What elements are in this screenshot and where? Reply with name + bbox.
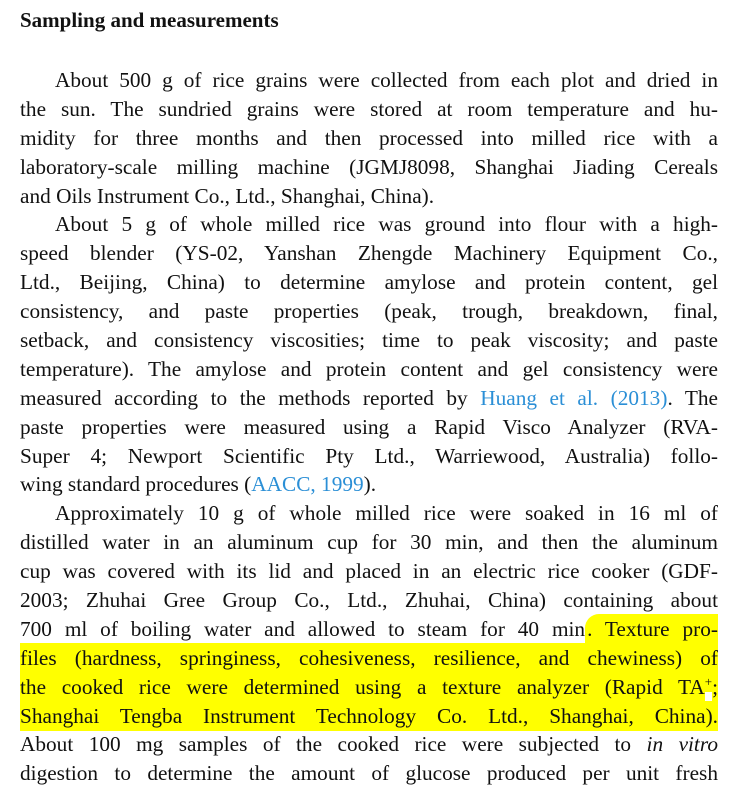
text-span: paste properties were measured using a R… <box>20 414 718 439</box>
section-heading: Sampling and measurements <box>20 8 279 32</box>
highlighted-text: + <box>704 670 713 692</box>
text-span: consistency, and paste properties (peak,… <box>20 299 718 324</box>
text-span: speed blender (YS-02, Yanshan Zhengde Ma… <box>20 241 718 266</box>
text-span: Approximately 10 g of whole milled rice … <box>55 501 718 526</box>
text-line: files (hardness, springiness, cohesivene… <box>20 642 718 673</box>
citation-link[interactable]: AACC, 1999 <box>251 472 364 497</box>
text-span: digestion to determine the amount of glu… <box>20 761 718 786</box>
text-line: digestion to determine the amount of glu… <box>20 759 718 788</box>
text-line: the sun. The sundried grains were stored… <box>20 95 718 124</box>
text-span: laboratory-scale milling machine (JGMJ80… <box>20 154 718 179</box>
highlighted-text: ; <box>712 671 718 702</box>
text-line: Shanghai Tengba Instrument Technology Co… <box>20 700 718 731</box>
text-line: About 5 g of whole milled rice was groun… <box>20 210 718 239</box>
text-line: measured according to the methods report… <box>20 384 718 413</box>
text-span: . The <box>667 385 719 410</box>
text-span: About 5 g of whole milled rice was groun… <box>55 212 718 237</box>
text-line: Super 4; Newport Scientific Pty Ltd., Wa… <box>20 442 718 471</box>
text-line: temperature). The amylose and protein co… <box>20 355 718 384</box>
text-span: distilled water in an aluminum cup for 3… <box>20 530 718 555</box>
text-line: distilled water in an aluminum cup for 3… <box>20 528 718 557</box>
text-line: the cooked rice were determined using a … <box>20 670 718 702</box>
text-span: and Oils Instrument Co., Ltd., Shanghai,… <box>20 183 435 208</box>
text-line: 700 ml of boiling water and allowed to s… <box>20 613 718 644</box>
text-span: midity for three months and then process… <box>20 125 718 150</box>
text-span: temperature). The amylose and protein co… <box>20 356 718 381</box>
text-span: the sun. The sundried grains were stored… <box>20 96 718 121</box>
text-line: laboratory-scale milling machine (JGMJ80… <box>20 153 718 182</box>
text-span: wing standard procedures ( <box>20 472 252 497</box>
text-line: paste properties were measured using a R… <box>20 413 718 442</box>
text-span: Super 4; Newport Scientific Pty Ltd., Wa… <box>20 443 718 468</box>
text-span: cup was covered with its lid and placed … <box>20 559 718 584</box>
text-span: measured according to the methods report… <box>20 385 481 410</box>
text-span: in vitro <box>646 732 718 757</box>
text-line: speed blender (YS-02, Yanshan Zhengde Ma… <box>20 239 718 268</box>
text-span: ). <box>363 472 377 497</box>
highlighted-text: the cooked rice were determined using a … <box>20 671 705 702</box>
highlighted-text: files (hardness, springiness, cohesivene… <box>20 642 718 673</box>
text-span: About 100 mg samples of the cooked rice … <box>20 732 647 757</box>
text-line: About 500 g of rice grains were collecte… <box>20 66 718 95</box>
text-line: 2003; Zhuhai Gree Group Co., Ltd., Zhuha… <box>20 586 718 615</box>
text-span: Ltd., Beijing, China) to determine amylo… <box>20 270 718 295</box>
text-line: setback, and consistency viscosities; ti… <box>20 326 718 355</box>
text-line: and Oils Instrument Co., Ltd., Shanghai,… <box>20 182 718 211</box>
text-span: About 500 g of rice grains were collecte… <box>55 68 718 92</box>
text-line: midity for three months and then process… <box>20 124 718 153</box>
highlighted-text: Shanghai Tengba Instrument Technology Co… <box>20 700 718 731</box>
text-span: setback, and consistency viscosities; ti… <box>20 328 718 353</box>
body-text: About 500 g of rice grains were collecte… <box>20 66 718 788</box>
text-line: About 100 mg samples of the cooked rice … <box>20 730 718 759</box>
text-span: 700 ml of boiling water and allowed to s… <box>20 616 586 641</box>
text-line: Ltd., Beijing, China) to determine amylo… <box>20 268 718 297</box>
text-line: wing standard procedures (AACC, 1999). <box>20 470 718 499</box>
text-line: Approximately 10 g of whole milled rice … <box>20 499 718 528</box>
text-line: cup was covered with its lid and placed … <box>20 557 718 586</box>
text-line: consistency, and paste properties (peak,… <box>20 297 718 326</box>
text-span: 2003; Zhuhai Gree Group Co., Ltd., Zhuha… <box>20 588 718 613</box>
citation-link[interactable]: Huang et al. (2013) <box>480 385 668 410</box>
highlighted-text: . Texture pro- <box>585 613 718 644</box>
